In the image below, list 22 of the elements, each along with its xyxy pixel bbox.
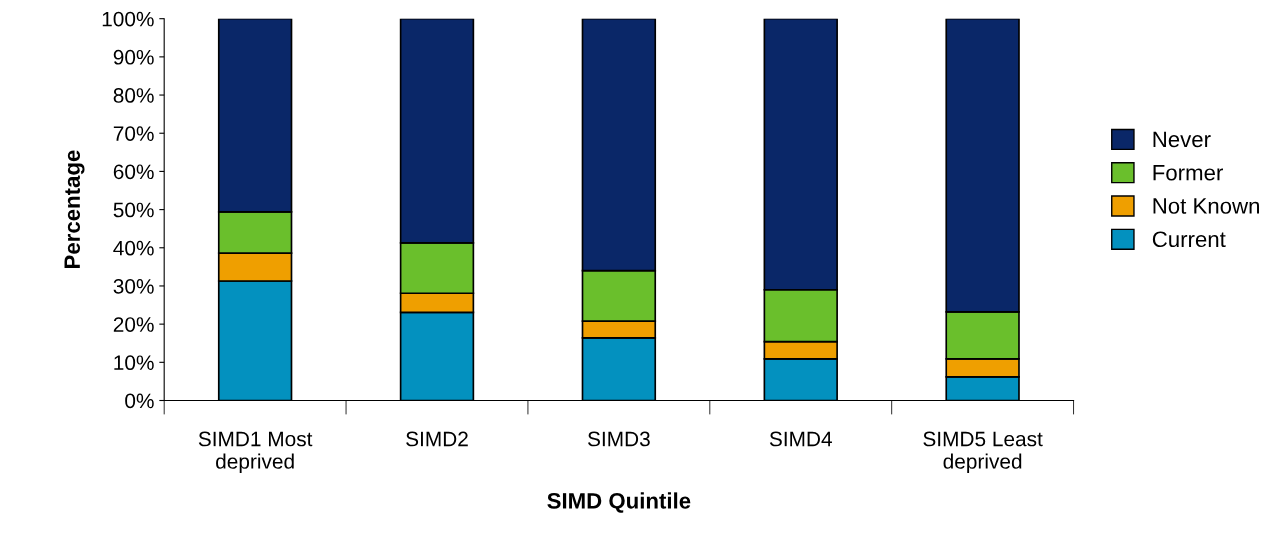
y-tick-label: 0%	[125, 393, 154, 409]
x-tick-label: SIMD2	[406, 431, 468, 447]
legend-label: Current	[1152, 231, 1226, 248]
x-axis-title: SIMD Quintile	[547, 492, 691, 513]
y-tick-label: 70%	[113, 126, 154, 141]
legend-label: Not Known	[1153, 198, 1259, 214]
legend-label: Former	[1153, 165, 1223, 181]
y-tick-label: 80%	[113, 88, 154, 103]
x-tick-label: SIMD5 Least deprived	[923, 431, 1043, 473]
y-tick-label: 40%	[113, 240, 154, 256]
y-tick-label: 50%	[113, 202, 154, 218]
y-tick-label: 10%	[114, 355, 154, 371]
y-tick-label: 100%	[102, 11, 154, 27]
x-tick-label: SIMD3	[587, 431, 650, 447]
y-tick-label: 20%	[113, 317, 154, 332]
x-tick-label: SIMD1 Most deprived	[198, 431, 313, 473]
y-tick-label: 60%	[113, 164, 154, 180]
y-tick-label: 90%	[113, 49, 154, 65]
x-tick-label: SIMD4	[769, 431, 832, 447]
legend-label: Never	[1153, 131, 1211, 148]
y-tick-label: 30%	[113, 278, 154, 294]
y-axis-title: Percentage	[64, 150, 85, 269]
